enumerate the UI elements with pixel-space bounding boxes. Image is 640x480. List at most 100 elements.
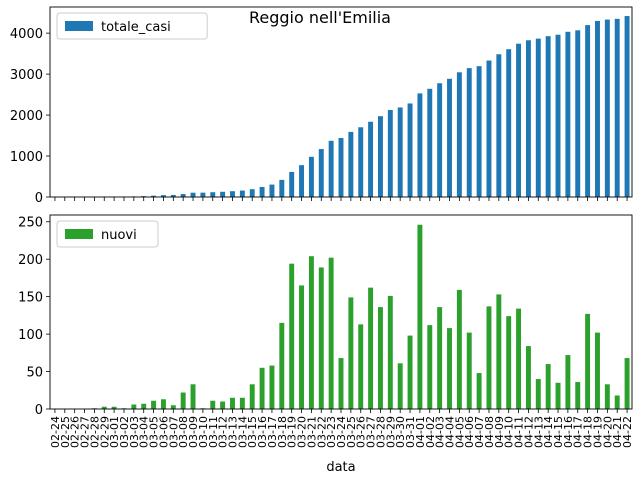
x-tick-label: 02-27 <box>79 416 92 448</box>
bar <box>101 406 107 409</box>
bar <box>585 25 591 197</box>
bar <box>506 49 512 197</box>
bar <box>151 195 157 197</box>
legend-label: totale_casi <box>101 20 171 35</box>
bar <box>407 335 413 409</box>
x-tick-labels: 02-2402-2502-2602-2702-2802-2903-0103-02… <box>49 416 634 448</box>
legend-swatch <box>65 21 93 31</box>
bar <box>545 36 551 198</box>
bar <box>555 34 561 198</box>
bar <box>279 322 285 409</box>
y-tick-label: 3000 <box>10 68 43 83</box>
y-tick-label: 1000 <box>10 150 43 165</box>
bar <box>456 289 462 409</box>
x-tick-label: 03-29 <box>384 416 397 448</box>
bar <box>466 68 472 197</box>
bar <box>595 20 600 197</box>
x-tick-label: 03-02 <box>118 416 131 448</box>
bar <box>535 38 541 197</box>
bar <box>210 192 216 197</box>
x-tick-label: 03-31 <box>404 416 417 448</box>
x-tick-label: 04-17 <box>572 416 585 448</box>
x-tick-label: 03-12 <box>217 416 230 448</box>
bar <box>427 88 433 197</box>
x-tick-label: 03-30 <box>394 416 407 448</box>
bar <box>555 382 561 409</box>
bar <box>299 165 305 197</box>
x-tick-label: 03-26 <box>355 416 368 448</box>
y-tick-label: 0 <box>35 403 43 418</box>
bar <box>397 363 403 409</box>
bar <box>575 30 581 197</box>
x-tick-label: 04-05 <box>453 416 466 448</box>
bar <box>141 403 147 409</box>
bar <box>289 171 295 197</box>
bar <box>220 401 226 409</box>
bar <box>269 365 275 409</box>
panel-2: 0 50 100 150 200 250 nuovi <box>18 214 633 418</box>
axes-frame <box>49 6 633 198</box>
bar <box>318 267 324 409</box>
bar <box>486 306 492 409</box>
chart-title: Reggio nell'Emilia <box>249 8 391 27</box>
bar <box>170 194 176 197</box>
x-tick-label: 03-15 <box>246 416 259 448</box>
x-tick-label: 03-17 <box>266 416 279 448</box>
bar <box>397 107 403 197</box>
bar <box>220 191 226 197</box>
bar <box>348 297 354 409</box>
bar <box>210 400 216 409</box>
x-tick-label: 03-20 <box>296 416 309 448</box>
bar <box>525 346 531 409</box>
bar <box>200 192 206 197</box>
bar <box>279 179 285 197</box>
x-tick-label: 02-26 <box>69 416 82 448</box>
x-tick-label: 04-19 <box>591 416 604 448</box>
bar <box>368 287 374 409</box>
x-tick-label: 04-14 <box>542 416 555 448</box>
x-tick-label: 03-13 <box>226 416 239 448</box>
bar <box>259 186 265 197</box>
bar <box>259 367 265 409</box>
bar <box>180 194 186 197</box>
x-tick-label: 03-16 <box>256 416 269 448</box>
bar <box>575 382 581 409</box>
x-tick-label: 02-24 <box>49 416 62 448</box>
y-tick-label: 0 <box>35 191 43 206</box>
x-tick-label: 04-22 <box>621 416 634 448</box>
bar <box>239 190 245 197</box>
bar <box>496 294 502 409</box>
bar <box>249 189 255 197</box>
bar <box>308 156 314 197</box>
bar <box>131 404 137 409</box>
bar <box>387 295 393 409</box>
x-tick-label: 03-01 <box>108 416 121 448</box>
bar <box>417 93 423 197</box>
bar <box>506 316 512 409</box>
bar <box>437 307 443 409</box>
bar <box>299 285 305 409</box>
panel-1: 0 1000 2000 3000 4000 totale_casi <box>10 6 633 206</box>
x-tick-label: 03-27 <box>365 416 378 448</box>
bar <box>151 400 157 409</box>
bar <box>387 109 393 197</box>
x-tick-label: 03-18 <box>276 416 289 448</box>
x-tick-label: 03-28 <box>374 416 387 448</box>
bar <box>377 116 383 197</box>
x-tick-label: 04-21 <box>611 416 624 448</box>
bar <box>565 355 571 409</box>
bar <box>318 149 324 197</box>
bar <box>230 397 235 409</box>
bar <box>190 384 196 409</box>
axes-frame <box>49 214 633 410</box>
x-tick-label: 04-08 <box>483 416 496 448</box>
x-tick-label: 04-01 <box>414 416 427 448</box>
legend-box <box>56 12 208 40</box>
bar <box>624 16 630 198</box>
bar <box>377 307 383 409</box>
y-tick-label: 2000 <box>10 109 43 124</box>
bar <box>565 31 571 197</box>
bar <box>249 384 255 409</box>
bar <box>516 43 522 197</box>
x-tick-label: 03-25 <box>345 416 358 448</box>
